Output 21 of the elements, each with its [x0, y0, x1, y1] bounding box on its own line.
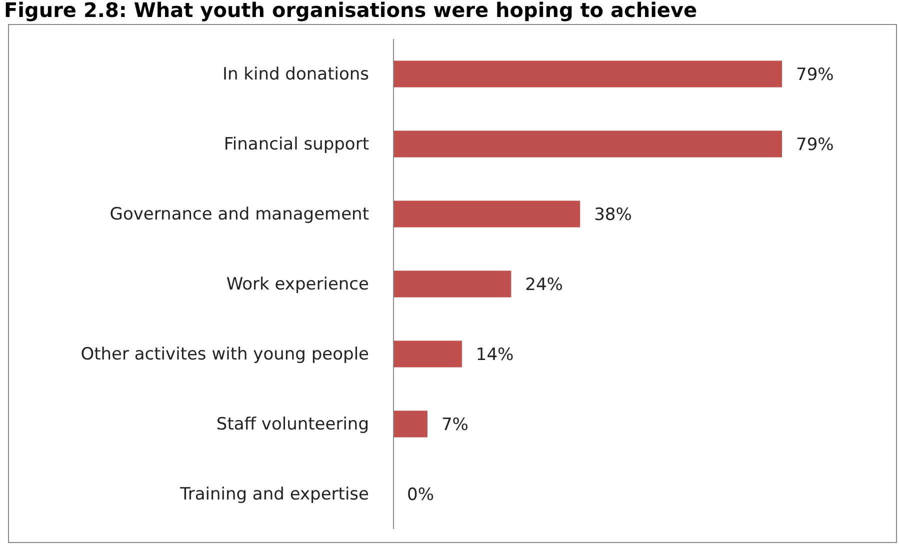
bar: [393, 200, 580, 228]
y-tick-label: Governance and management: [110, 204, 370, 224]
y-tick-label: Financial support: [224, 134, 370, 154]
data-label: 7%: [441, 414, 468, 435]
data-label: 14%: [476, 344, 514, 365]
data-label: 0%: [407, 484, 434, 505]
data-label: 38%: [594, 204, 632, 225]
y-tick-label: Work experience: [226, 274, 369, 294]
bar: [393, 60, 782, 88]
y-tick-label: Other activites with young people: [80, 344, 369, 364]
data-label: 79%: [796, 64, 834, 85]
data-label: 79%: [796, 134, 834, 155]
y-tick-label: Staff volunteering: [216, 414, 369, 434]
bar: [393, 340, 462, 368]
data-label: 24%: [525, 274, 563, 295]
y-tick-label: Training and expertise: [178, 484, 369, 504]
chart-title: Figure 2.8: What youth organisations were hoping to achieve: [4, 0, 698, 22]
y-tick-label: In kind donations: [222, 64, 370, 84]
bar: [393, 410, 428, 438]
bar: [393, 130, 782, 158]
bar: [393, 270, 512, 298]
